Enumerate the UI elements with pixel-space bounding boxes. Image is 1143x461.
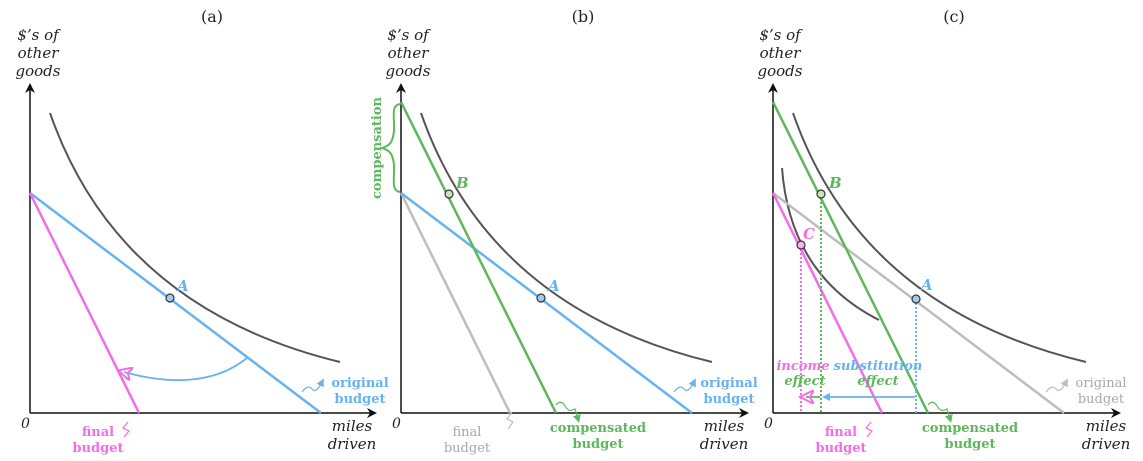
panel-b-indifference-curve <box>420 112 713 363</box>
panel-b-final-budget-label-2: budget <box>444 441 491 456</box>
panel-b-ylabel-line3: goods <box>386 62 431 80</box>
panel-c-ylabel-line1: $’s of <box>759 26 803 44</box>
panel-c-compensated-budget-line <box>771 101 930 414</box>
panel-a-original-budget-line <box>29 192 322 414</box>
panel-a-rotation-arrow <box>124 357 248 382</box>
panel-b: (b) $’s of other goods 0 miles driven co… <box>370 7 758 456</box>
panel-c-substitution-effect-label: substitution effect <box>834 359 923 389</box>
panel-b-final-budget-pointer <box>506 411 514 430</box>
panel-a-point-a <box>165 293 175 303</box>
panel-a-indifference-curve <box>49 112 341 363</box>
panel-b-original-budget-label-1: original <box>700 376 757 391</box>
panel-b-compensated-budget-pointer <box>555 401 581 423</box>
panel-b-ylabel-line2: other <box>388 44 430 62</box>
panel-b-compensated-budget-label: compensated budget <box>550 421 646 452</box>
panel-c-xlabel-line1: miles <box>1086 417 1127 435</box>
panel-c-ylabel-line3: goods <box>758 62 803 80</box>
panel-b-point-b <box>444 189 454 199</box>
panel-a-original-budget-label: original budget <box>331 376 388 407</box>
panel-c: (c) $’s of other goods 0 miles driven A … <box>758 7 1131 456</box>
panel-c-xlabel-line2: driven <box>1082 435 1131 453</box>
panel-a-final-budget-pointer <box>122 421 130 438</box>
panel-a-point-a-label: A <box>175 277 189 295</box>
panel-c-substitution-effect-label-2: effect <box>857 374 898 389</box>
panel-a-ylabel-line1: $’s of <box>17 26 61 44</box>
panel-a-ylabel: $’s of other goods <box>16 26 62 80</box>
panel-c-final-budget-label-2: budget <box>816 441 867 456</box>
panel-c-original-budget-label-1: original <box>1076 376 1127 391</box>
panel-b-compensation-label: compensation <box>370 96 385 199</box>
panel-c-point-b-label: B <box>828 174 842 192</box>
panel-c-point-c <box>796 240 806 250</box>
panel-b-final-budget-line <box>399 192 512 414</box>
panel-b-original-budget-label: original budget <box>700 376 757 407</box>
panel-b-compensated-budget-label-1: compensated <box>550 421 646 436</box>
panel-b-final-budget-label: final budget <box>444 425 491 456</box>
panel-b-original-budget-line <box>400 192 693 414</box>
panel-b-xlabel-line1: miles <box>704 417 745 435</box>
panel-a-original-budget-pointer <box>301 378 324 393</box>
panel-c-point-b <box>816 189 826 199</box>
panel-c-income-effect-label: income effect <box>776 359 829 389</box>
panel-c-final-budget-label: final budget <box>816 425 867 456</box>
panel-c-final-budget-line <box>771 192 884 414</box>
panel-b-title: (b) <box>572 7 595 26</box>
panel-a-xlabel: miles driven <box>328 417 377 453</box>
panel-c-compensated-budget-label: compensated budget <box>922 421 1018 452</box>
panel-b-final-budget-label-1: final <box>453 425 482 440</box>
panel-c-origin: 0 <box>764 416 773 432</box>
panel-c-final-budget-pointer <box>865 421 873 438</box>
panel-c-compensated-budget-pointer <box>927 401 953 423</box>
panel-b-xlabel: miles driven <box>700 417 749 453</box>
panel-a-xlabel-line1: miles <box>332 417 373 435</box>
panel-c-original-budget-label: original budget <box>1076 376 1127 407</box>
panel-b-point-a <box>536 293 546 303</box>
panel-c-point-a-label: A <box>919 276 933 294</box>
panel-a-ylabel-line2: other <box>18 44 60 62</box>
panel-a-origin: 0 <box>21 416 30 432</box>
panel-b-point-a-label: A <box>546 277 560 295</box>
panel-c-xlabel: miles driven <box>1082 417 1131 453</box>
panel-a-original-budget-label-2: budget <box>335 392 386 407</box>
panel-a-final-budget-line <box>28 192 141 414</box>
panel-a-title: (a) <box>201 7 223 26</box>
panel-b-origin: 0 <box>392 416 401 432</box>
panel-c-title: (c) <box>943 7 964 26</box>
panel-c-compensated-budget-label-1: compensated <box>922 421 1018 436</box>
panel-b-compensated-budget-label-2: budget <box>573 437 624 452</box>
panel-a-final-budget-label-2: budget <box>73 441 124 456</box>
panel-c-indifference-curve-low <box>781 167 880 321</box>
panel-c-original-budget-label-2: budget <box>1078 392 1125 407</box>
panel-b-original-budget-label-2: budget <box>704 392 755 407</box>
panel-c-substitution-effect-label-1: substitution <box>834 359 923 374</box>
panel-b-ylabel: $’s of other goods <box>386 26 432 80</box>
panel-a: (a) $’s of other goods 0 miles driven A … <box>16 7 389 456</box>
panel-a-final-budget-label: final budget <box>73 425 124 456</box>
panel-b-compensated-budget-line <box>399 101 558 414</box>
panel-b-compensation-brace <box>379 103 401 193</box>
panel-c-final-budget-label-1: final <box>825 425 857 440</box>
panel-c-point-a <box>911 294 921 304</box>
panel-c-indifference-curve-high <box>792 112 1087 363</box>
panel-b-xlabel-line2: driven <box>700 435 749 453</box>
panel-c-original-budget-line <box>772 192 1065 414</box>
panel-c-income-effect-label-1: income <box>776 359 829 374</box>
panel-a-original-budget-label-1: original <box>331 376 388 391</box>
panel-c-original-budget-pointer <box>1045 378 1068 393</box>
panel-a-final-budget-label-1: final <box>82 425 114 440</box>
panel-a-ylabel-line3: goods <box>16 62 61 80</box>
panel-c-compensated-budget-label-2: budget <box>945 437 996 452</box>
panel-a-xlabel-line2: driven <box>328 435 377 453</box>
panel-c-income-effect-label-2: effect <box>784 374 825 389</box>
panel-b-point-b-label: B <box>455 174 469 192</box>
panel-b-ylabel-line1: $’s of <box>387 26 431 44</box>
panel-c-point-c-label: C <box>803 225 815 243</box>
panel-c-ylabel: $’s of other goods <box>758 26 804 80</box>
panel-b-original-budget-pointer <box>673 378 696 393</box>
panel-c-ylabel-line2: other <box>760 44 802 62</box>
